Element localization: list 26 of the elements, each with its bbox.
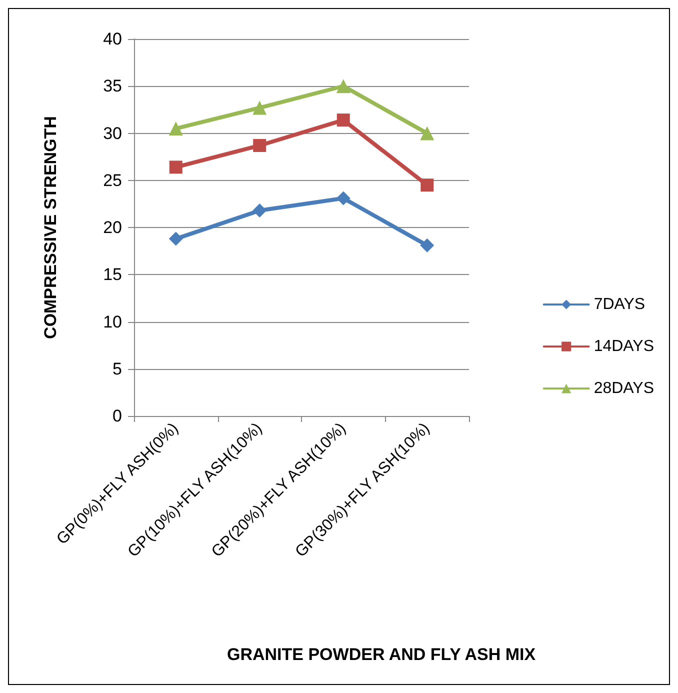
point [420, 126, 434, 140]
y-axis-title: COMPRESSIVE STRENGTH [41, 116, 60, 339]
legend-label: 14DAYS [594, 338, 654, 355]
point [168, 122, 183, 136]
y-tick-label: 20 [103, 218, 122, 237]
point [420, 238, 434, 252]
y-tick-label: 0 [112, 406, 122, 426]
point [252, 100, 267, 115]
y-tick-label: 10 [103, 312, 122, 332]
point [336, 114, 350, 127]
y-tick-label: 5 [112, 359, 122, 378]
x-axis-title: GRANITE POWDER AND FLY ASH MIX [227, 645, 536, 664]
point [168, 232, 183, 246]
point [253, 139, 266, 152]
y-tick-label: 25 [103, 170, 122, 190]
point [252, 204, 267, 218]
y-tick-label: 15 [103, 265, 122, 284]
y-tick-label: 35 [103, 76, 122, 96]
y-tick-label: 30 [103, 124, 122, 143]
legend-label: 7DAYS [594, 296, 646, 313]
point [420, 178, 434, 192]
y-tick-label: 40 [103, 30, 122, 48]
point [336, 79, 350, 94]
point [169, 160, 182, 174]
legend-label: 28DAYS [594, 380, 654, 397]
point [336, 191, 350, 206]
